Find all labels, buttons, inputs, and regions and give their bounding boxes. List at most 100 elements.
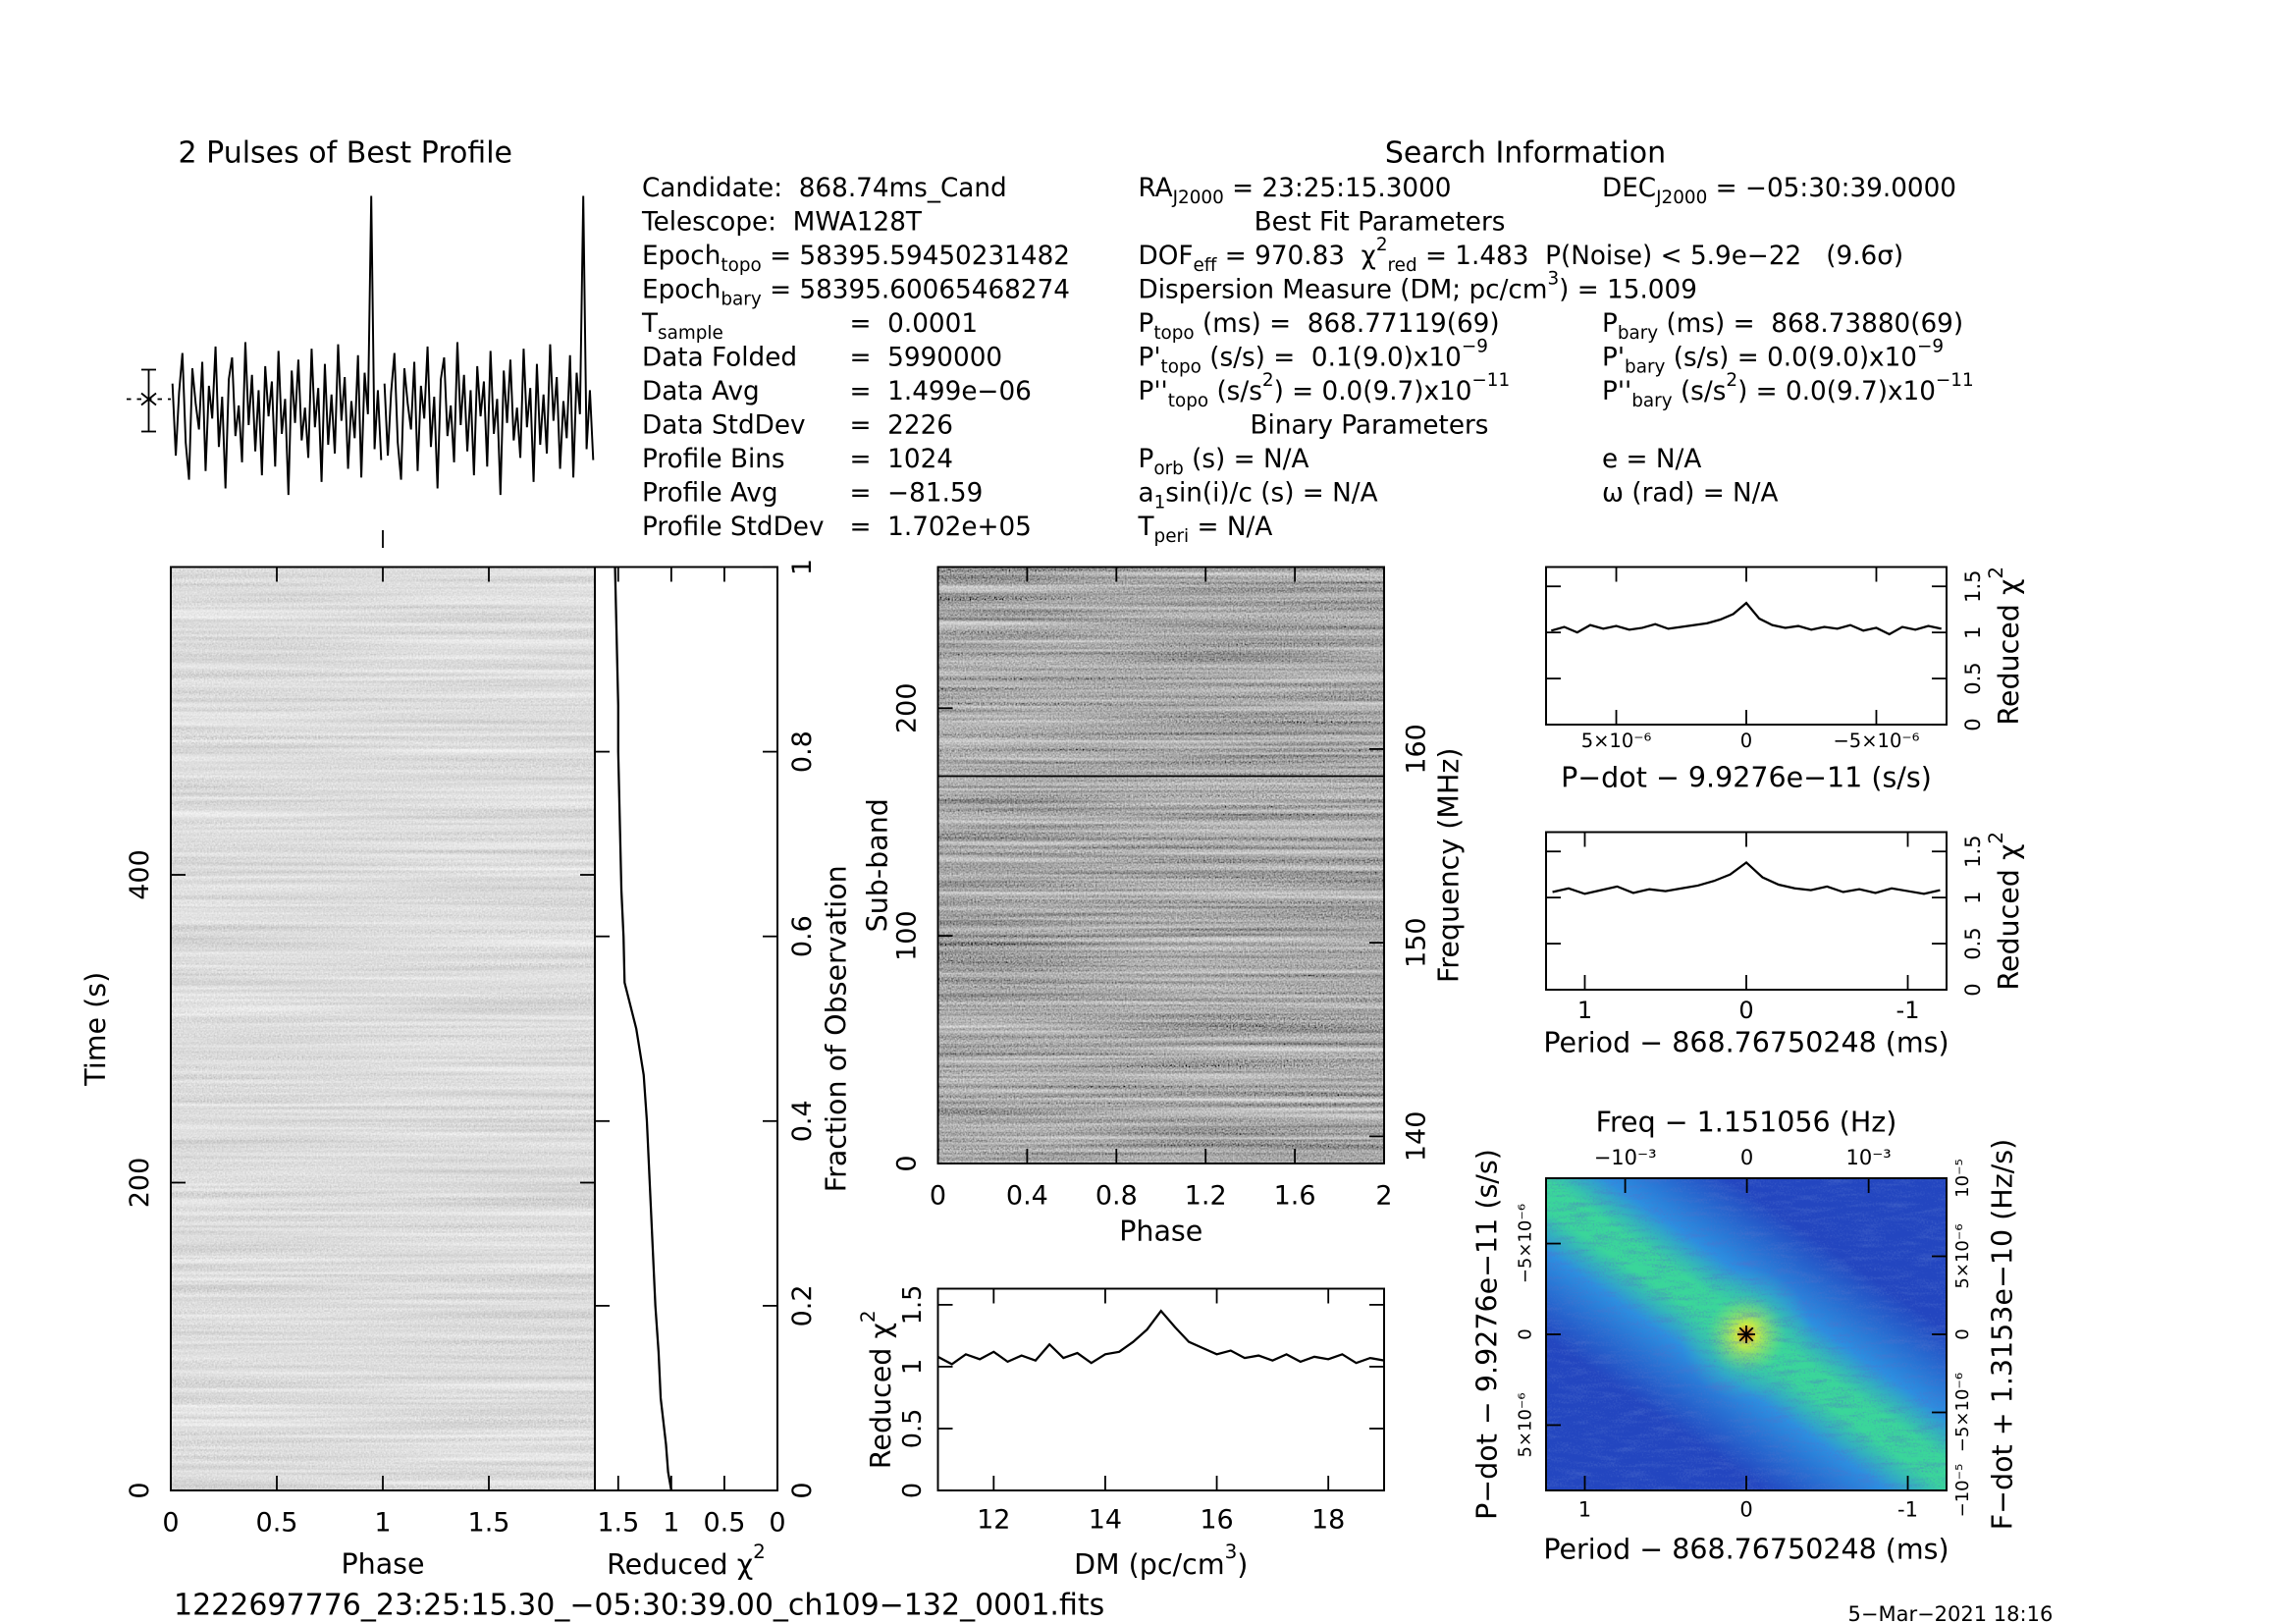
tick-label: 1 [374, 1508, 391, 1539]
subscript: orb [1153, 459, 1183, 479]
info-value: = 5990000 [850, 344, 1003, 373]
plot-frame [1545, 566, 1948, 726]
tick-label: 0.6 [787, 915, 818, 957]
x-axis-label: Phase [1119, 1216, 1202, 1248]
text-part: Profile StdDev [642, 513, 824, 542]
tick-label: 1.5 [898, 1285, 928, 1325]
info-entry: Pbary (ms) = 868.73880(69) [1602, 309, 1963, 344]
profile-line [383, 195, 595, 496]
text-part: = 1.483 P(Noise) < 5.9e−22 (9.6σ) [1417, 242, 1904, 271]
text-part: P' [1139, 344, 1161, 373]
info-label: Data Avg [642, 377, 760, 406]
tick-label: −5×10⁻⁶ [1952, 1373, 1973, 1452]
tick-label: 1 [663, 1508, 679, 1539]
text-part: Dispersion Measure (DM; pc/cm [1139, 276, 1548, 305]
tick-label: 5×10⁻⁶ [1952, 1223, 1973, 1288]
info-label: Epochtopo = 58395.59450231482 [642, 242, 1070, 276]
info-label: Profile Bins [642, 445, 785, 474]
info-entry: RAJ2000 = 23:25:15.3000 [1139, 174, 1452, 208]
info-value: = −81.59 [850, 479, 984, 509]
info-entry: DECJ2000 = −05:30:39.0000 [1602, 174, 1956, 208]
text-part: ) [1237, 1548, 1248, 1581]
tick-label: 16 [1200, 1505, 1233, 1536]
text-part: Data Folded [642, 344, 797, 373]
info-label: Profile Avg [642, 479, 778, 509]
x-axis-label: Reduced χ2 [607, 1540, 766, 1580]
text-part: P'' [1139, 377, 1168, 406]
tick-label: 5×10⁻⁶ [1516, 1392, 1536, 1457]
x-axis-label: Phase [341, 1548, 424, 1581]
tick-label: 1 [1577, 997, 1592, 1024]
tick-label: 0 [125, 1482, 155, 1498]
supscript: 2 [1984, 832, 2007, 844]
info-label: Telescope: MWA128T [641, 208, 923, 238]
x-axis-label: P−dot − 9.9276e−11 (s/s) [1561, 762, 1932, 794]
info-entry: Tperi = N/A [1138, 513, 1273, 547]
tick-label: 0.5 [898, 1409, 928, 1449]
text-part: Binary Parameters [1251, 411, 1489, 441]
tick-label: 10⁻⁵ [1952, 1159, 1973, 1198]
info-entry: P''topo (s/s2) = 0.0(9.7)x10−11 [1139, 370, 1511, 411]
tick-label: 0 [898, 1483, 928, 1498]
subscript: bary [1618, 323, 1658, 344]
tick-label: 1 [1961, 625, 1985, 638]
text-part: (ms) = 868.77119(69) [1195, 309, 1500, 339]
text-part: Data StdDev [642, 411, 806, 441]
tick-label: 0 [162, 1508, 179, 1539]
data-line [936, 1309, 1385, 1366]
text-part: = 58395.60065468274 [762, 276, 1070, 305]
subscript: sample [658, 323, 723, 344]
info-entry: Binary Parameters [1251, 411, 1489, 441]
info-value: = 1024 [850, 445, 953, 474]
text-part: (s/s) = 0.1(9.0)x10 [1201, 344, 1462, 373]
plot-frame [936, 1287, 1385, 1491]
info-label: Profile StdDev [642, 513, 824, 542]
subscript: bary [721, 289, 761, 309]
text-part: T [641, 309, 659, 339]
supscript: −11 [1936, 370, 1974, 391]
tick-label: 1.6 [1274, 1181, 1316, 1212]
supscript: 2 [1376, 235, 1388, 255]
info-entry: P''bary (s/s2) = 0.0(9.7)x10−11 [1602, 370, 1974, 411]
tick-label: 0 [1739, 1498, 1752, 1522]
info-label: Data StdDev [642, 411, 806, 441]
text-part: DOF [1139, 242, 1194, 271]
text-part: = −05:30:39.0000 [1707, 174, 1956, 203]
text-part: = N/A [1189, 513, 1272, 542]
text-part: (s/s) = 0.0(9.0)x10 [1665, 344, 1917, 373]
file-name: 1222697776_23:25:15.30_−05:30:39.00_ch10… [174, 1589, 1104, 1623]
profile-error-bar [127, 368, 172, 433]
plot-frame [1545, 1177, 1948, 1491]
tick-label: 5×10⁻⁶ [1581, 730, 1652, 752]
text-part: T [1138, 513, 1155, 542]
heatmap-image [937, 567, 1385, 1163]
info-value: = 2226 [850, 411, 953, 441]
info-label: Tsample [641, 309, 723, 344]
y-axis-label: P−dot − 9.9276e−11 (s/s) [1471, 1149, 1504, 1520]
info-value: = 1.702e+05 [850, 513, 1032, 542]
tick-label: 140 [1402, 1111, 1432, 1163]
text-part: ω (rad) = N/A [1602, 479, 1779, 509]
text-part: (s/s [1208, 377, 1262, 406]
tick-label: 0 [1738, 997, 1753, 1024]
tick-label: −10⁻³ [1594, 1146, 1657, 1169]
text-part: Data Avg [642, 377, 760, 406]
text-part: ) = 0.0(9.7)x10 [1274, 377, 1472, 406]
text-part: ) = 0.0(9.7)x10 [1737, 377, 1936, 406]
chart-title: Freq − 1.151056 (Hz) [1596, 1107, 1897, 1139]
tick-label: 1.5 [597, 1508, 639, 1539]
tick-label: 0.4 [1006, 1181, 1048, 1212]
x-axis-label: DM (pc/cm3) [1074, 1540, 1248, 1580]
supscript: 2 [753, 1540, 766, 1563]
info-entry: Dispersion Measure (DM; pc/cm3) = 15.009 [1139, 268, 1697, 304]
supscript: 3 [1547, 268, 1559, 289]
text-part: P [1602, 309, 1618, 339]
profile-title: 2 Pulses of Best Profile [179, 136, 513, 171]
text-part: P [1139, 309, 1154, 339]
subscript: topo [1168, 391, 1208, 411]
tick-label: 12 [977, 1505, 1010, 1536]
y-axis-label: Sub-band [862, 798, 894, 932]
tick-label: 1 [1961, 891, 1985, 903]
